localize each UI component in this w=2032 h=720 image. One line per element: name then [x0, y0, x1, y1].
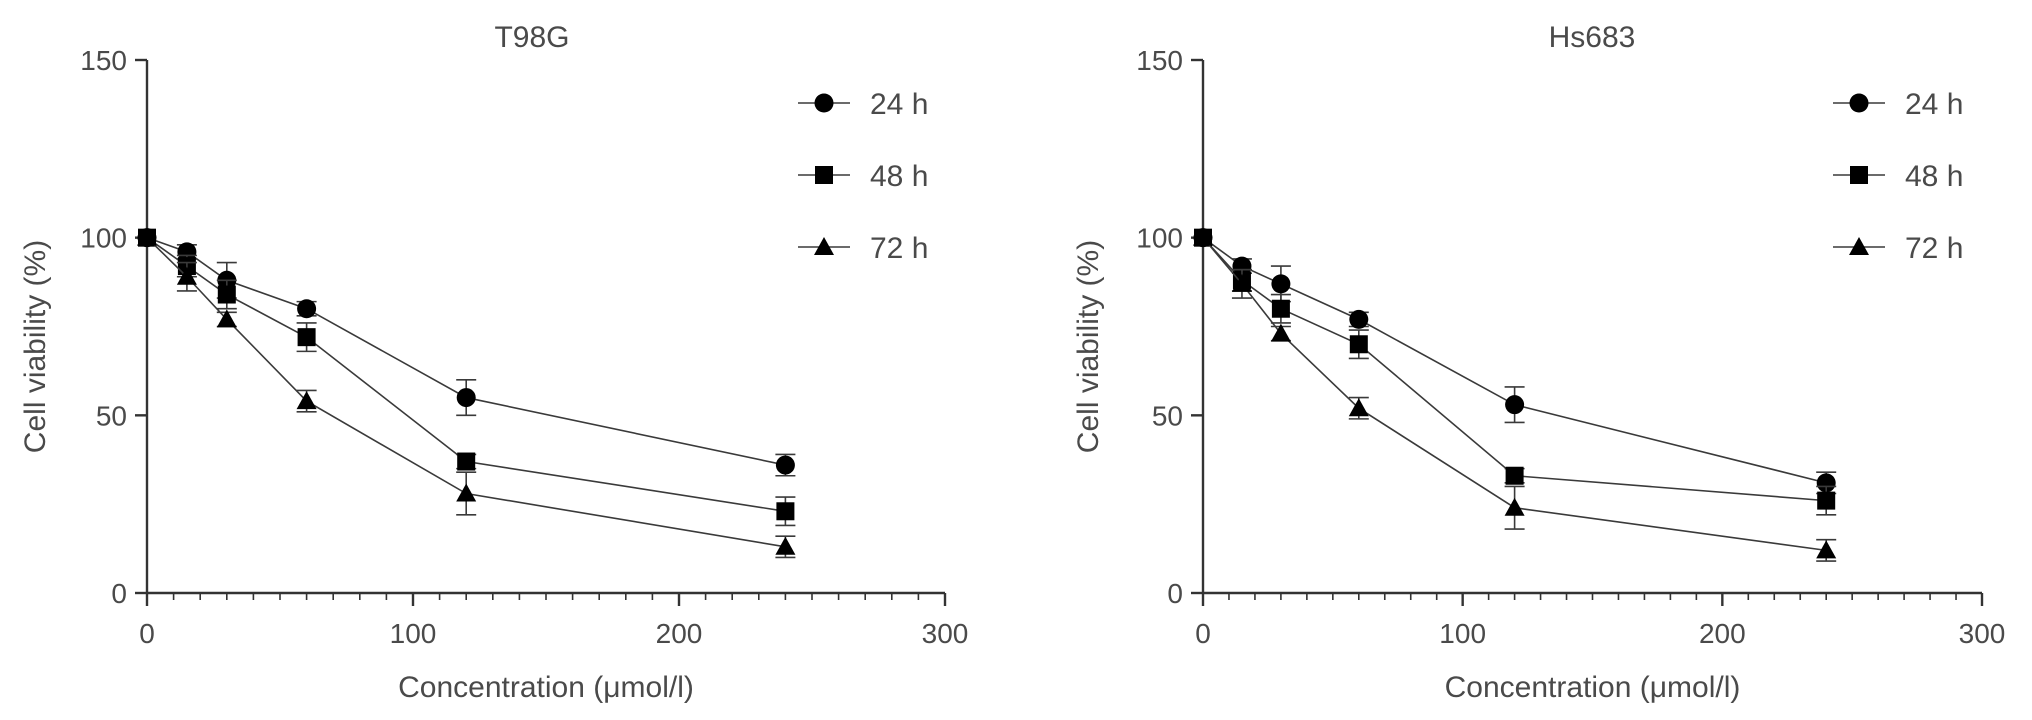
data-point [176, 266, 197, 285]
data-point [456, 388, 476, 408]
y-tick-label: 0 [1167, 578, 1183, 609]
data-point [1232, 256, 1252, 276]
data-point [775, 455, 795, 475]
y-tick-label: 50 [1152, 400, 1183, 431]
x-tick-label: 100 [1439, 618, 1486, 649]
legend-item: 72 h [798, 232, 928, 265]
x-tick-label: 300 [1959, 618, 2006, 649]
x-tick-label: 0 [1195, 618, 1211, 649]
x-tick-label: 0 [139, 618, 155, 649]
chart-panel-2: Hs683 0 50 100 150 0 100 200 300 Concentration (μ… [1072, 21, 2005, 704]
data-point [1505, 395, 1525, 415]
data-point [216, 309, 237, 328]
y-tick-label: 150 [1136, 45, 1183, 76]
y-tick-label: 0 [111, 578, 127, 609]
data-point [1817, 491, 1836, 510]
data-point [1349, 309, 1369, 329]
data-point [775, 536, 796, 555]
data-point [1505, 466, 1524, 485]
x-axis-label: Concentration (μmol/l) [1445, 671, 1741, 704]
legend-marker [1849, 93, 1869, 113]
data-point [177, 242, 197, 262]
data-point [1271, 299, 1290, 318]
legend-item: 48 h [798, 160, 928, 193]
data-point [1816, 473, 1836, 493]
legend-marker [1849, 237, 1869, 255]
series-line [1202, 237, 1827, 484]
chart-title: T98G [494, 21, 569, 54]
legend-item: 48 h [1833, 160, 1963, 193]
legend-marker [814, 93, 834, 113]
series-24-h [1193, 228, 1837, 495]
legend-item: 72 h [1833, 232, 1963, 265]
data-point [1270, 323, 1291, 342]
series-72-h [137, 227, 796, 559]
data-point [1348, 398, 1369, 417]
legend-item: 24 h [798, 88, 928, 121]
chart-panel-1: T98G 0 50 100 150 0 100 200 300 Concentration (μm… [19, 21, 968, 704]
x-tick-label: 200 [1699, 618, 1746, 649]
y-tick-label: 150 [80, 45, 127, 76]
data-point [1231, 273, 1252, 292]
data-point [457, 452, 476, 471]
series-48-h [1194, 228, 1837, 516]
data-point [1504, 497, 1525, 516]
legend-label: 48 h [1905, 160, 1963, 193]
data-point [1271, 274, 1291, 294]
legend-item: 24 h [1833, 88, 1963, 121]
x-tick-label: 200 [656, 618, 703, 649]
series-48-h [138, 228, 796, 527]
legend-label: 24 h [870, 88, 928, 121]
data-point [137, 227, 157, 246]
y-tick-label: 100 [1136, 223, 1183, 254]
data-point [1193, 227, 1213, 246]
y-tick-label: 100 [80, 223, 127, 254]
data-point [296, 391, 317, 410]
legend-label: 72 h [1905, 232, 1963, 265]
series-line [146, 236, 786, 466]
x-tick-label: 100 [390, 618, 437, 649]
series-line [146, 237, 786, 548]
series-line [1202, 237, 1827, 552]
x-axis-label: Concentration (μmol/l) [398, 671, 694, 704]
legend-marker [1850, 166, 1868, 184]
data-point [217, 285, 236, 304]
series-line [1202, 237, 1827, 502]
data-point [297, 328, 316, 347]
data-point [1349, 335, 1368, 354]
y-axis-label: Cell viability (%) [1072, 240, 1105, 453]
data-point [1816, 540, 1837, 559]
series-24-h [137, 228, 796, 477]
data-point [297, 299, 317, 319]
x-tick-label: 300 [922, 618, 969, 649]
legend-label: 24 h [1905, 88, 1963, 121]
series-72-h [1193, 227, 1837, 562]
y-axis-label: Cell viability (%) [19, 240, 52, 453]
data-point [776, 502, 795, 521]
y-tick-label: 50 [96, 400, 127, 431]
legend-marker [814, 237, 834, 255]
data-point [456, 483, 477, 502]
legend-marker [815, 166, 833, 184]
legend-label: 48 h [870, 160, 928, 193]
chart-title: Hs683 [1549, 21, 1636, 54]
legend-label: 72 h [870, 232, 928, 265]
